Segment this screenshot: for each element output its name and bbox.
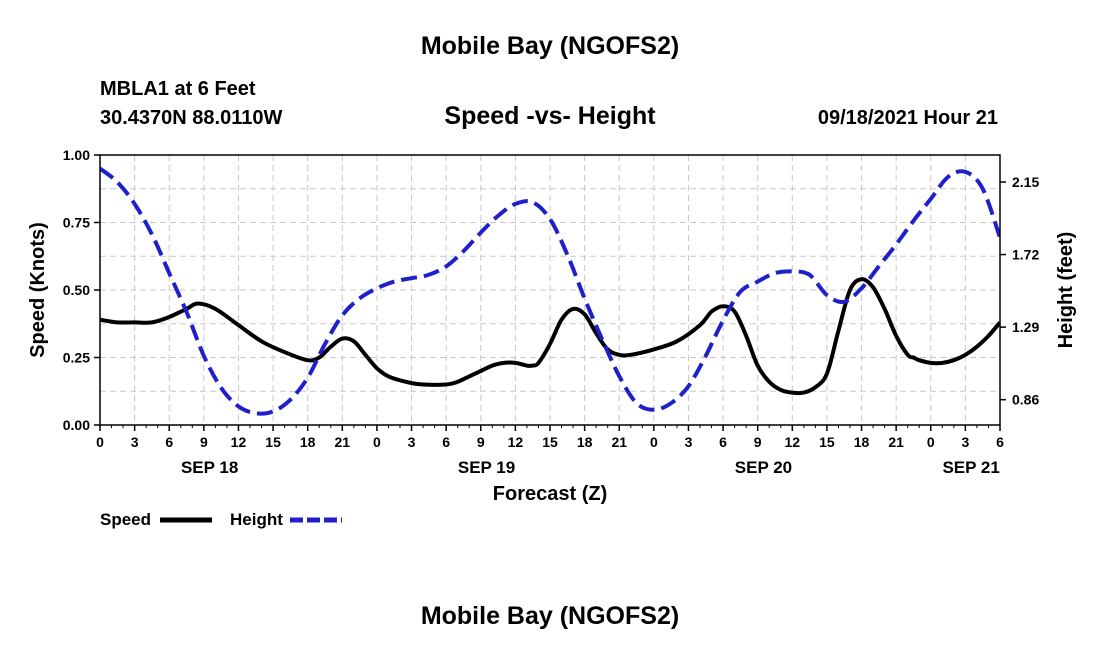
y-left-tick-label: 0.50 [63, 282, 90, 298]
x-tick-label: 18 [300, 434, 316, 450]
x-tick-label: 12 [231, 434, 247, 450]
x-tick-label: 18 [577, 434, 593, 450]
x-tick-label: 6 [719, 434, 727, 450]
y-left-tick-label: 0.75 [63, 215, 90, 231]
chart-subtitle: Speed -vs- Height [444, 102, 656, 130]
x-tick-label: 15 [819, 434, 835, 450]
legend-height-label: Height [230, 510, 283, 529]
day-label: SEP 20 [735, 458, 792, 477]
x-tick-label: 12 [785, 434, 801, 450]
x-tick-label: 21 [335, 434, 351, 450]
top-title: Mobile Bay (NGOFS2) [421, 32, 679, 60]
x-tick-label: 6 [996, 434, 1004, 450]
x-tick-label: 9 [754, 434, 762, 450]
x-tick-label: 3 [685, 434, 693, 450]
y-right-tick-label: 1.29 [1012, 319, 1039, 335]
day-label: SEP 21 [942, 458, 999, 477]
x-tick-label: 0 [96, 434, 104, 450]
x-tick-label: 3 [408, 434, 416, 450]
station-coords: 30.4370N 88.0110W [100, 107, 282, 129]
legend: Speed Height [100, 510, 342, 529]
series-speed-line [100, 277, 1000, 396]
x-tick-label: 9 [200, 434, 208, 450]
x-axis-label: Forecast (Z) [493, 483, 607, 505]
x-tick-label: 21 [888, 434, 904, 450]
x-tick-label: 3 [961, 434, 969, 450]
series-layer [100, 166, 1000, 416]
bottom-title: Mobile Bay (NGOFS2) [421, 602, 679, 630]
grid [100, 155, 1000, 425]
x-tick-label: 15 [265, 434, 281, 450]
x-tick-label: 6 [165, 434, 173, 450]
y-axis-left-label: Speed (Knots) [27, 222, 49, 358]
y-right-tick-label: 0.86 [1012, 392, 1039, 408]
forecast-datetime: 09/18/2021 Hour 21 [818, 107, 998, 129]
x-tick-label: 18 [854, 434, 870, 450]
x-tick-label: 12 [508, 434, 524, 450]
station-label: MBLA1 at 6 Feet [100, 78, 256, 100]
x-tick-label: 0 [927, 434, 935, 450]
x-tick-label: 3 [131, 434, 139, 450]
y-left-tick-label: 0.00 [63, 417, 90, 433]
legend-speed-label: Speed [100, 510, 151, 529]
x-tick-label: 15 [542, 434, 558, 450]
x-tick-label: 6 [442, 434, 450, 450]
y-left-tick-label: 0.25 [63, 350, 90, 366]
axes: 0 3 6 9 12 15 18 21 0 3 6 9 12 15 18 21 0 3 6 9 12 15 18 21 0 3 6S… [63, 147, 1040, 477]
y-right-tick-label: 1.72 [1012, 247, 1039, 263]
x-tick-label: 21 [611, 434, 627, 450]
y-right-tick-label: 2.15 [1012, 174, 1039, 190]
x-tick-label: 0 [373, 434, 381, 450]
x-tick-label: 0 [650, 434, 658, 450]
y-left-tick-label: 1.00 [63, 147, 90, 163]
y-axis-right-label: Height (feet) [1055, 232, 1077, 349]
x-tick-label: 9 [477, 434, 485, 450]
day-label: SEP 19 [458, 458, 515, 477]
day-label: SEP 18 [181, 458, 238, 477]
